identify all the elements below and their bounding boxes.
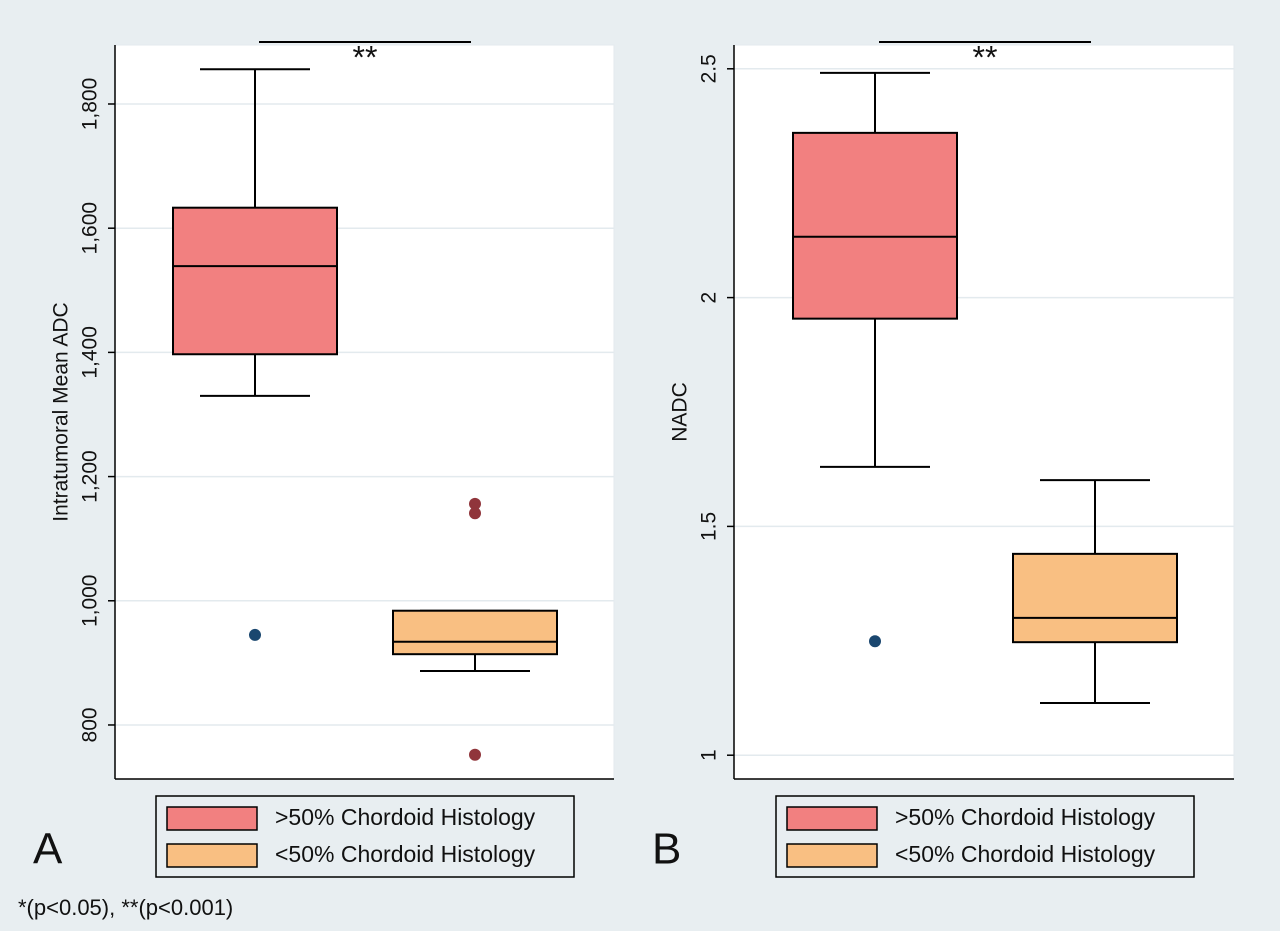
footnote: *(p<0.05), **(p<0.001) <box>18 895 233 920</box>
legend-swatch <box>166 843 258 868</box>
y-tick-label: 1.5 <box>698 512 721 541</box>
box <box>792 131 958 320</box>
significance-label: ** <box>353 39 378 75</box>
y-tick-label: 1,600 <box>79 202 102 255</box>
y-tick-label: 1,400 <box>79 326 102 379</box>
y-axis-title: Intratumoral Mean ADC <box>50 302 73 521</box>
panel-label: A <box>33 825 63 874</box>
y-tick-label: 2 <box>698 292 721 304</box>
box <box>172 206 338 356</box>
legend-frame <box>775 795 1195 878</box>
legend-label: >50% Chordoid Histology <box>895 804 1156 830</box>
box <box>392 609 558 656</box>
legend-label: <50% Chordoid Histology <box>895 841 1156 867</box>
legend-label: <50% Chordoid Histology <box>275 841 536 867</box>
outlier <box>869 635 881 648</box>
outlier <box>469 748 481 761</box>
legend-frame <box>155 795 575 878</box>
outlier <box>469 497 481 510</box>
y-tick-label: 1 <box>698 749 721 761</box>
y-tick-label: 1,800 <box>79 78 102 131</box>
outlier <box>249 628 261 641</box>
significance-label: ** <box>973 39 998 75</box>
y-tick-label: 1,000 <box>79 574 102 627</box>
plot-area <box>114 44 615 780</box>
outlier <box>469 507 481 520</box>
y-tick-label: 2.5 <box>698 54 721 83</box>
legend-swatch <box>786 806 878 831</box>
y-tick-label: 800 <box>79 707 102 742</box>
y-tick-label: 1,200 <box>79 450 102 503</box>
panel-label: B <box>652 825 681 874</box>
box <box>1012 552 1178 644</box>
y-axis-title: NADC <box>669 382 692 442</box>
legend-swatch <box>786 843 878 868</box>
legend-swatch <box>166 806 258 831</box>
legend-label: >50% Chordoid Histology <box>275 804 536 830</box>
